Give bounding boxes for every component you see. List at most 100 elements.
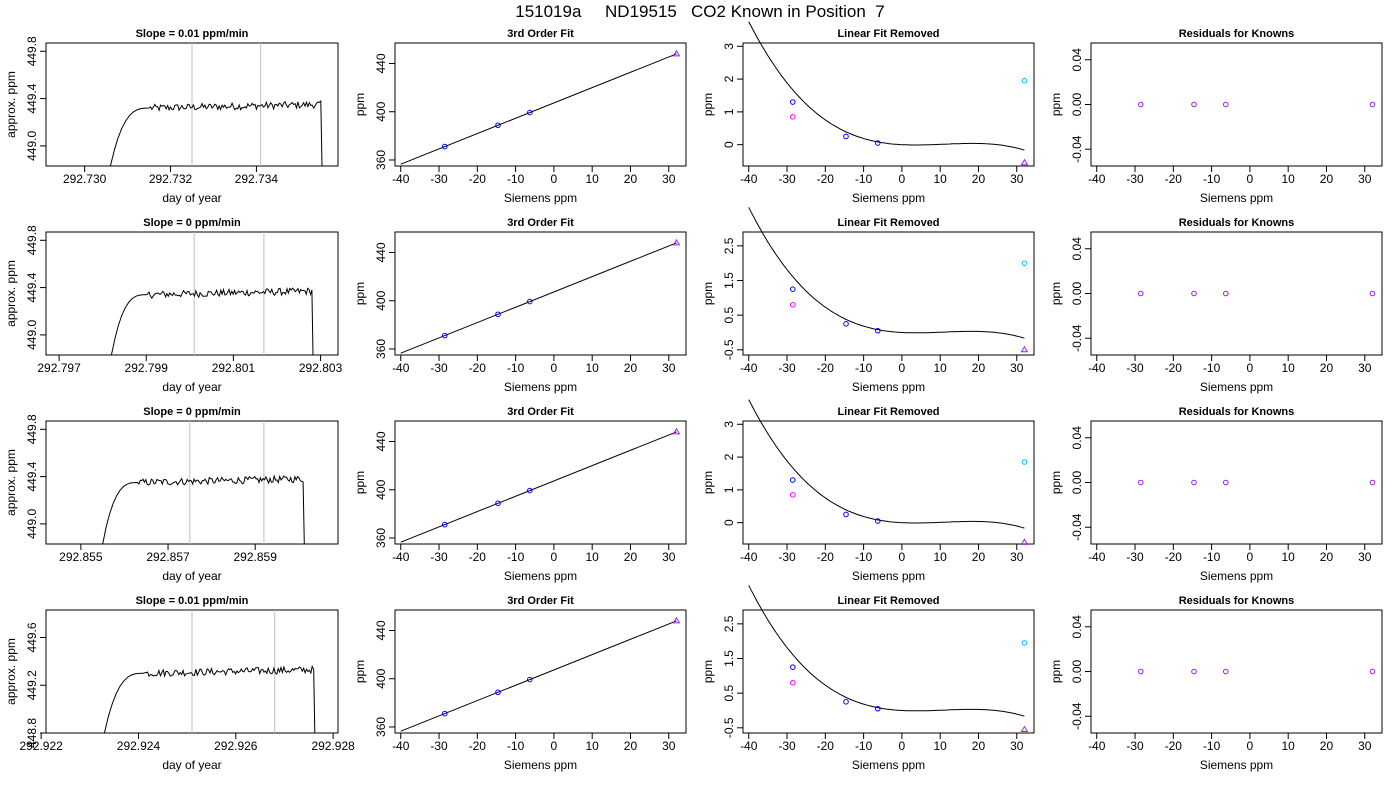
y-tick-label: 440 bbox=[374, 620, 388, 640]
panel-title: Slope = 0.01 ppm/min bbox=[136, 28, 249, 40]
x-tick-label: -20 bbox=[469, 739, 487, 753]
y-tick-label: 1.5 bbox=[722, 272, 736, 289]
y-tick-label: 449.0 bbox=[25, 131, 39, 161]
x-tick-label: 30 bbox=[1010, 550, 1024, 564]
x-tick-label: 0 bbox=[899, 550, 906, 564]
y-tick-label: -0.04 bbox=[1070, 135, 1084, 163]
plot-frame bbox=[394, 42, 687, 167]
fit-line bbox=[400, 242, 677, 354]
y-tick-label: 0.00 bbox=[1070, 470, 1084, 494]
timeseries-panel: Slope = 0 ppm/min day of year approx. ppm 2… bbox=[4, 406, 339, 583]
x-axis-label: day of year bbox=[162, 191, 221, 205]
y-axis-label: approx. ppm bbox=[4, 449, 18, 516]
y-tick-label: 360 bbox=[374, 717, 388, 737]
x-tick-label: -40 bbox=[1088, 361, 1106, 375]
x-axis-label: Siemens ppm bbox=[1200, 758, 1273, 772]
residual-point bbox=[1191, 101, 1197, 108]
residual-point bbox=[1222, 668, 1229, 675]
x-axis-label: Siemens ppm bbox=[504, 191, 577, 205]
known-point bbox=[874, 327, 881, 334]
x-tick-label: -10 bbox=[507, 550, 525, 564]
y-axis-label: approx. ppm bbox=[4, 638, 18, 705]
plot-frame bbox=[394, 609, 687, 734]
magenta-point bbox=[789, 114, 796, 120]
x-tick-label: -40 bbox=[392, 172, 410, 186]
x-tick-label: 0 bbox=[1247, 361, 1254, 375]
triangle-marker bbox=[1020, 538, 1029, 545]
triangle-marker bbox=[1020, 345, 1029, 353]
x-tick-label: -10 bbox=[1203, 172, 1221, 186]
triangle-marker bbox=[672, 427, 681, 435]
panel-title: Linear Fit Removed bbox=[837, 406, 939, 418]
y-tick-label: 440 bbox=[374, 431, 388, 451]
x-tick-label: -40 bbox=[1088, 550, 1106, 564]
y-tick-label: 0.04 bbox=[1070, 237, 1084, 261]
x-tick-label: 20 bbox=[972, 550, 986, 564]
plot-frame bbox=[45, 231, 339, 356]
x-tick-label: 0 bbox=[551, 550, 558, 564]
cyan-point bbox=[1021, 640, 1028, 646]
cubic-curve bbox=[748, 207, 1025, 339]
x-tick-label: 30 bbox=[1358, 550, 1372, 564]
linear-removed-panel: Linear Fit Removed Siemens ppm ppm -40 -30 -2… bbox=[701, 207, 1035, 394]
magenta-point bbox=[789, 301, 796, 308]
y-tick-label: 449.4 bbox=[25, 461, 39, 491]
y-tick-label: -0.5 bbox=[722, 717, 736, 738]
known-point bbox=[526, 487, 533, 494]
x-tick-label: 30 bbox=[1358, 739, 1372, 753]
y-tick-label: 360 bbox=[374, 339, 388, 359]
known-point bbox=[789, 477, 796, 483]
x-tick-label: 20 bbox=[624, 739, 638, 753]
panel-title: Linear Fit Removed bbox=[837, 28, 939, 40]
plot-frame bbox=[1090, 609, 1383, 734]
x-tick-label: 10 bbox=[1282, 361, 1296, 375]
x-tick-label: -40 bbox=[392, 361, 410, 375]
x-tick-label: -20 bbox=[1165, 361, 1183, 375]
x-tick-label: -30 bbox=[1126, 739, 1144, 753]
y-axis-label: approx. ppm bbox=[4, 260, 18, 327]
y-axis-label: ppm bbox=[353, 471, 367, 494]
x-tick-label: 0 bbox=[1247, 739, 1254, 753]
y-tick-label: 360 bbox=[374, 528, 388, 548]
x-tick-label: -40 bbox=[392, 550, 410, 564]
known-point bbox=[495, 689, 501, 696]
magenta-point bbox=[789, 492, 796, 498]
panel-title: Slope = 0.01 ppm/min bbox=[136, 595, 249, 607]
y-tick-label: 0.5 bbox=[722, 684, 736, 701]
y-tick-label: 0.00 bbox=[1070, 281, 1084, 305]
x-tick-label: 292.859 bbox=[233, 550, 277, 564]
plot-frame bbox=[742, 231, 1035, 356]
x-tick-label: 292.732 bbox=[149, 172, 193, 186]
x-tick-label: -20 bbox=[817, 550, 835, 564]
residual-point bbox=[1137, 668, 1144, 675]
x-axis-label: Siemens ppm bbox=[504, 380, 577, 394]
known-point bbox=[789, 286, 796, 292]
x-tick-label: 10 bbox=[934, 550, 948, 564]
x-tick-label: 10 bbox=[1282, 739, 1296, 753]
cubic-curve bbox=[748, 399, 1025, 529]
known-point bbox=[526, 109, 533, 116]
y-tick-label: 2.5 bbox=[722, 615, 736, 632]
ppm-trace-line bbox=[110, 287, 314, 356]
residual-point bbox=[1369, 101, 1376, 108]
residual-point bbox=[1222, 101, 1229, 108]
x-axis-label: Siemens ppm bbox=[1200, 380, 1273, 394]
y-axis-label: ppm bbox=[701, 660, 715, 683]
x-tick-label: -10 bbox=[507, 172, 525, 186]
residuals-panel: Residuals for Knowns Siemens ppm ppm -40 -30… bbox=[1049, 28, 1383, 205]
panel-title: Residuals for Knowns bbox=[1179, 28, 1295, 40]
x-tick-label: -30 bbox=[430, 550, 448, 564]
cubic-curve bbox=[748, 585, 1025, 717]
x-tick-label: 30 bbox=[662, 361, 676, 375]
y-tick-label: 360 bbox=[374, 150, 388, 170]
known-point bbox=[789, 99, 796, 105]
x-axis-label: day of year bbox=[162, 569, 221, 583]
plot-frame bbox=[1090, 42, 1383, 167]
known-point bbox=[874, 140, 881, 146]
y-tick-label: 449.6 bbox=[25, 622, 39, 652]
known-point bbox=[874, 705, 881, 712]
fit-line bbox=[400, 620, 677, 732]
cubic-curve bbox=[748, 21, 1025, 151]
y-tick-label: 0.5 bbox=[722, 306, 736, 323]
known-point bbox=[526, 298, 533, 305]
